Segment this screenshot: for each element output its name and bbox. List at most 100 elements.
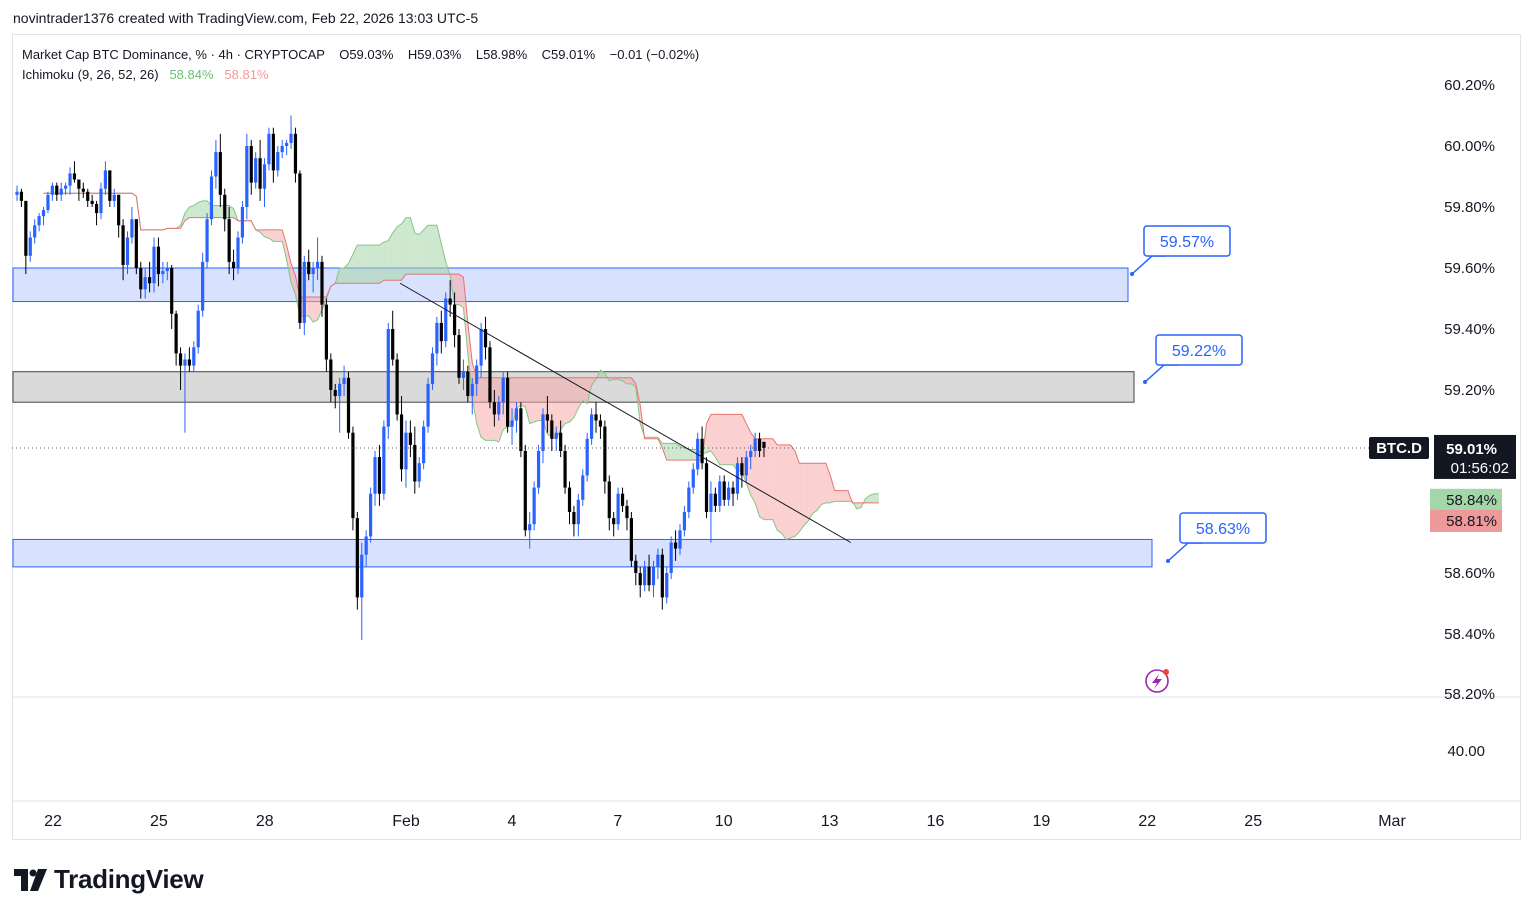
candle-body[interactable] <box>165 268 169 272</box>
candle-body[interactable] <box>506 377 510 427</box>
candle-body[interactable] <box>355 518 359 598</box>
candle-body[interactable] <box>28 237 32 256</box>
candle-body[interactable] <box>33 225 37 238</box>
candle-body[interactable] <box>320 261 324 305</box>
candle-body[interactable] <box>311 268 315 275</box>
candle-body[interactable] <box>435 322 439 354</box>
candle-body[interactable] <box>594 414 598 421</box>
candle-body[interactable] <box>90 200 94 204</box>
candle-body[interactable] <box>346 377 351 433</box>
candle-body[interactable] <box>280 146 284 153</box>
candle-body[interactable] <box>218 152 222 195</box>
candle-body[interactable] <box>329 359 333 391</box>
candle-body[interactable] <box>669 542 673 574</box>
candle-body[interactable] <box>461 371 466 378</box>
candle-body[interactable] <box>422 426 426 464</box>
candle-body[interactable] <box>665 573 669 598</box>
candle-body[interactable] <box>572 512 576 525</box>
candle-body[interactable] <box>130 219 134 238</box>
candle-body[interactable] <box>214 152 218 177</box>
candle-body[interactable] <box>709 493 713 512</box>
candle-body[interactable] <box>298 173 302 323</box>
candle-body[interactable] <box>523 451 527 531</box>
candle-body[interactable] <box>452 304 457 336</box>
zone-resistance-0[interactable] <box>12 267 1129 303</box>
candle-body[interactable] <box>704 463 709 512</box>
candle-body[interactable] <box>519 408 523 451</box>
candle-body[interactable] <box>315 261 320 268</box>
candle-body[interactable] <box>426 383 430 427</box>
callout-58-63[interactable]: 58.63% <box>1166 512 1267 563</box>
candle-body[interactable] <box>81 188 85 192</box>
candle-body[interactable] <box>50 185 54 195</box>
candle-body[interactable] <box>448 298 452 305</box>
candle-body[interactable] <box>223 194 227 220</box>
candle-body[interactable] <box>744 457 748 476</box>
symbol-tag[interactable]: BTC.D <box>1369 436 1429 459</box>
candle-body[interactable] <box>727 487 731 500</box>
candle-body[interactable] <box>413 444 417 482</box>
candle-body[interactable] <box>364 536 368 555</box>
candle-body[interactable] <box>417 463 421 482</box>
candle-body[interactable] <box>72 173 77 180</box>
candle-body[interactable] <box>492 402 496 415</box>
candle-body[interactable] <box>24 200 28 256</box>
candle-body[interactable] <box>15 191 19 195</box>
candle-body[interactable] <box>192 347 196 366</box>
candle-body[interactable] <box>174 313 178 354</box>
candle-body[interactable] <box>585 438 589 476</box>
candle-body[interactable] <box>430 353 435 384</box>
candle-body[interactable] <box>660 554 664 598</box>
candle-body[interactable] <box>647 566 651 586</box>
candle-body[interactable] <box>302 261 306 323</box>
candle-body[interactable] <box>139 268 143 290</box>
candle-body[interactable] <box>691 469 695 488</box>
candle-body[interactable] <box>205 219 209 262</box>
candle-body[interactable] <box>673 542 678 549</box>
candle-body[interactable] <box>293 133 298 174</box>
candle-body[interactable] <box>643 566 647 586</box>
candle-body[interactable] <box>249 146 253 183</box>
candle-body[interactable] <box>108 170 112 201</box>
candle-body[interactable] <box>196 310 200 348</box>
candle-body[interactable] <box>201 261 205 311</box>
candle-body[interactable] <box>501 377 505 403</box>
candle-body[interactable] <box>324 304 328 360</box>
candle-body[interactable] <box>749 451 753 458</box>
candle-body[interactable] <box>399 414 404 470</box>
candle-body[interactable] <box>64 185 68 189</box>
trendline[interactable] <box>399 282 852 543</box>
tradingview-logo[interactable]: TradingView <box>14 864 204 895</box>
candle-body[interactable] <box>634 560 638 573</box>
candle-body[interactable] <box>373 457 377 494</box>
candle-body[interactable] <box>620 493 625 506</box>
candle-body[interactable] <box>262 164 267 189</box>
candle-body[interactable] <box>550 420 554 439</box>
candle-body[interactable] <box>545 414 549 421</box>
candle-body[interactable] <box>271 133 275 171</box>
candle-body[interactable] <box>245 146 249 207</box>
callout-59-22[interactable]: 59.22% <box>1143 334 1243 384</box>
candle-body[interactable] <box>528 524 532 531</box>
candle-body[interactable] <box>629 518 633 561</box>
candle-body[interactable] <box>143 277 147 290</box>
candle-body[interactable] <box>377 457 382 494</box>
candle-body[interactable] <box>46 194 50 211</box>
candle-body[interactable] <box>178 353 183 366</box>
candle-body[interactable] <box>103 170 107 189</box>
candle-body[interactable] <box>236 237 240 269</box>
candle-body[interactable] <box>567 487 572 512</box>
candle-body[interactable] <box>333 390 337 397</box>
candle-body[interactable] <box>532 487 536 525</box>
candle-body[interactable] <box>466 371 470 397</box>
candle-body[interactable] <box>59 188 63 195</box>
candle-body[interactable] <box>254 158 258 183</box>
candle-body[interactable] <box>753 438 757 451</box>
candle-body[interactable] <box>439 322 443 342</box>
candle-body[interactable] <box>183 359 187 366</box>
candle-body[interactable] <box>209 176 214 220</box>
candle-body[interactable] <box>457 335 461 378</box>
candle-body[interactable] <box>391 329 395 360</box>
candle-body[interactable] <box>240 207 245 238</box>
candle-body[interactable] <box>386 329 390 427</box>
